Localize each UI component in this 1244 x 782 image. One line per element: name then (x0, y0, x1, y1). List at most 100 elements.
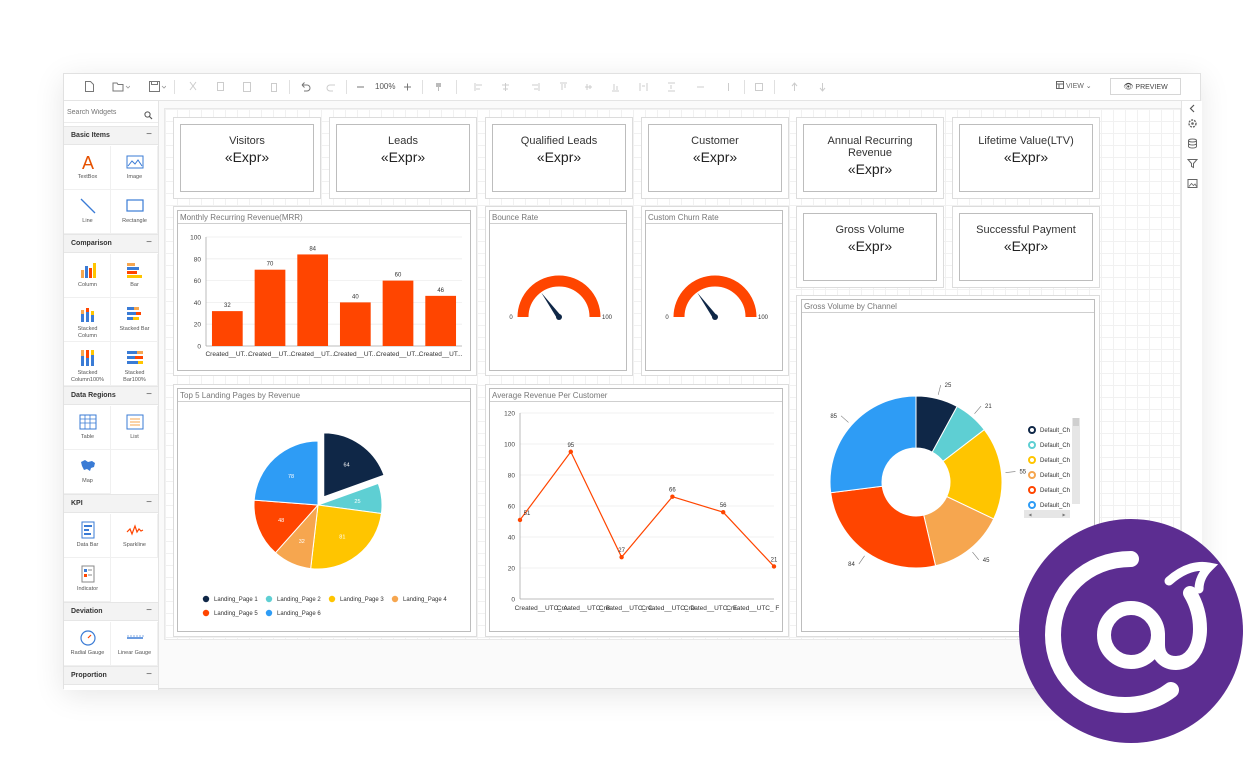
view-menu[interactable]: VIEW ⌄ (1056, 80, 1092, 94)
data-label: 40 (352, 294, 359, 300)
grid-icon[interactable] (754, 80, 764, 94)
widget-stacked-column100[interactable]: Stacked Column100% (64, 342, 111, 386)
kpi-gross-volume[interactable]: Gross Volume «Expr» (803, 213, 937, 281)
kpi-visitors[interactable]: Visitors «Expr» (180, 124, 314, 192)
data-label: 66 (669, 488, 676, 494)
kpi-annual-recurring-revenue[interactable]: Annual Recurring Revenue «Expr» (803, 124, 937, 192)
kpi-successful-payment[interactable]: Successful Payment «Expr» (959, 213, 1093, 281)
legend-marker (1028, 426, 1036, 434)
image-settings-icon[interactable] (1187, 178, 1198, 189)
widget-linear-gauge[interactable]: Linear Gauge (111, 622, 158, 666)
gear-icon[interactable] (1187, 118, 1198, 129)
widget-sparkline[interactable]: Sparkline (111, 514, 158, 558)
collapse-icon: − (146, 129, 152, 140)
landing-pages-pie-chart: 64 25 81 32 48 78 Landing_Page 1 Landing_Page 2… (202, 432, 447, 617)
align-middle-icon[interactable] (584, 80, 593, 94)
preview-button[interactable]: 👁 PREVIEW (1110, 78, 1181, 95)
cut-icon[interactable] (188, 80, 198, 94)
widget-indicator[interactable]: Indicator (64, 558, 111, 602)
bring-front-icon[interactable] (790, 80, 799, 94)
align-bottom-icon[interactable] (611, 80, 620, 94)
same-height-icon[interactable] (724, 80, 733, 94)
bar-chart-icon (127, 263, 142, 278)
widget-textbox[interactable]: A TextBox (64, 146, 111, 190)
data-bar-icon (81, 521, 95, 539)
y-tick-label: 40 (194, 300, 202, 307)
x-tick-label: Created__UT... (248, 351, 292, 358)
widget-map[interactable]: Map (64, 450, 111, 494)
image-icon (126, 155, 144, 169)
kpi-lifetime-value[interactable]: Lifetime Value(LTV) «Expr» (959, 124, 1093, 192)
database-icon[interactable] (1187, 138, 1198, 149)
svg-text:A: A (82, 153, 94, 171)
redo-icon[interactable] (326, 80, 338, 94)
save-icon[interactable] (148, 80, 166, 94)
kpi-leads[interactable]: Leads «Expr» (336, 124, 470, 192)
section-kpi[interactable]: KPI − (64, 494, 158, 513)
data-point (619, 554, 624, 560)
align-center-icon[interactable] (501, 80, 510, 94)
widget-image[interactable]: Image (111, 146, 158, 190)
widget-column[interactable]: Column (64, 254, 111, 298)
align-right-icon[interactable] (531, 80, 540, 94)
distribute-v-icon[interactable] (667, 80, 676, 94)
section-data-regions[interactable]: Data Regions − (64, 386, 158, 405)
connector-line (972, 551, 979, 561)
data-point (771, 564, 777, 569)
zoom-out-icon[interactable] (356, 80, 365, 94)
widget-list[interactable]: List (111, 406, 158, 450)
landing-pages-panel[interactable]: Top 5 Landing Pages by Revenue 64 25 81 32 4… (177, 388, 471, 632)
align-top-icon[interactable] (559, 80, 568, 94)
filter-icon[interactable] (1187, 158, 1198, 169)
section-proportion[interactable]: Proportion − (64, 666, 158, 685)
send-back-icon[interactable] (818, 80, 827, 94)
undo-icon[interactable] (299, 80, 311, 94)
copy-icon[interactable] (216, 80, 226, 94)
pie-slice (323, 432, 385, 498)
chevron-left-icon[interactable] (1187, 103, 1198, 114)
churn-rate-panel[interactable]: Custom Churn Rate 0 100 (645, 210, 783, 371)
gross-volume-channel-panel[interactable]: Gross Volume by Channel 25 21 55 45 84 85 Defa… (801, 299, 1095, 632)
mrr-panel[interactable]: Monthly Recurring Revenue(MRR) 0 20 40 60 80… (177, 210, 471, 371)
delete-icon[interactable] (269, 80, 279, 94)
distribute-h-icon[interactable] (639, 80, 648, 94)
widget-table[interactable]: Table (64, 406, 111, 450)
gauge-pivot (556, 314, 562, 320)
legend-label: Landing_Page 5 (214, 611, 258, 617)
same-width-icon[interactable] (696, 80, 705, 94)
widget-bar[interactable]: Bar (111, 254, 158, 298)
bounce-rate-panel[interactable]: Bounce Rate 0 100 (489, 210, 627, 371)
widget-stacked-bar100[interactable]: Stacked Bar100% (111, 342, 158, 386)
search-input[interactable] (67, 106, 145, 118)
paste-icon[interactable] (242, 80, 252, 94)
x-tick-label: Created__UTC_ B (557, 605, 610, 612)
section-comparison[interactable]: Comparison − (64, 234, 158, 253)
search-icon[interactable] (144, 107, 153, 125)
y-tick-label: 40 (508, 535, 516, 542)
data-point (517, 517, 523, 523)
section-basic-items[interactable]: Basic Items − (64, 126, 158, 145)
widget-line[interactable]: Line (64, 190, 111, 234)
align-left-icon[interactable] (474, 80, 483, 94)
widget-data-bar[interactable]: Data Bar (64, 514, 111, 558)
bar (339, 302, 371, 346)
widget-radial-gauge[interactable]: Radial Gauge (64, 622, 111, 666)
legend-marker (1028, 441, 1036, 449)
section-deviation[interactable]: Deviation − (64, 602, 158, 621)
linear-gauge-icon (127, 635, 144, 639)
open-folder-icon[interactable] (112, 80, 130, 94)
widget-stacked-bar[interactable]: Stacked Bar (111, 298, 158, 342)
kpi-qualified-leads[interactable]: Qualified Leads «Expr» (492, 124, 626, 192)
arpc-panel[interactable]: Average Revenue Per Customer 0 20 40 60 80 10… (489, 388, 783, 632)
legend-marker (265, 609, 273, 617)
widget-rectangle[interactable]: Rectangle (111, 190, 158, 234)
new-file-icon[interactable] (84, 80, 95, 94)
brush-icon[interactable] (434, 80, 443, 94)
collapse-icon: − (146, 497, 152, 508)
x-tick-label: Created__UT... (291, 351, 335, 358)
gauge-max-label: 100 (602, 315, 613, 321)
zoom-in-icon[interactable] (403, 80, 412, 94)
kpi-customer[interactable]: Customer «Expr» (648, 124, 782, 192)
widget-stacked-column[interactable]: Stacked Column (64, 298, 111, 342)
arpc-line-chart: 0 20 40 60 80 100 120 51 95 27 66 56 21 Created__UTC_… (504, 411, 779, 613)
